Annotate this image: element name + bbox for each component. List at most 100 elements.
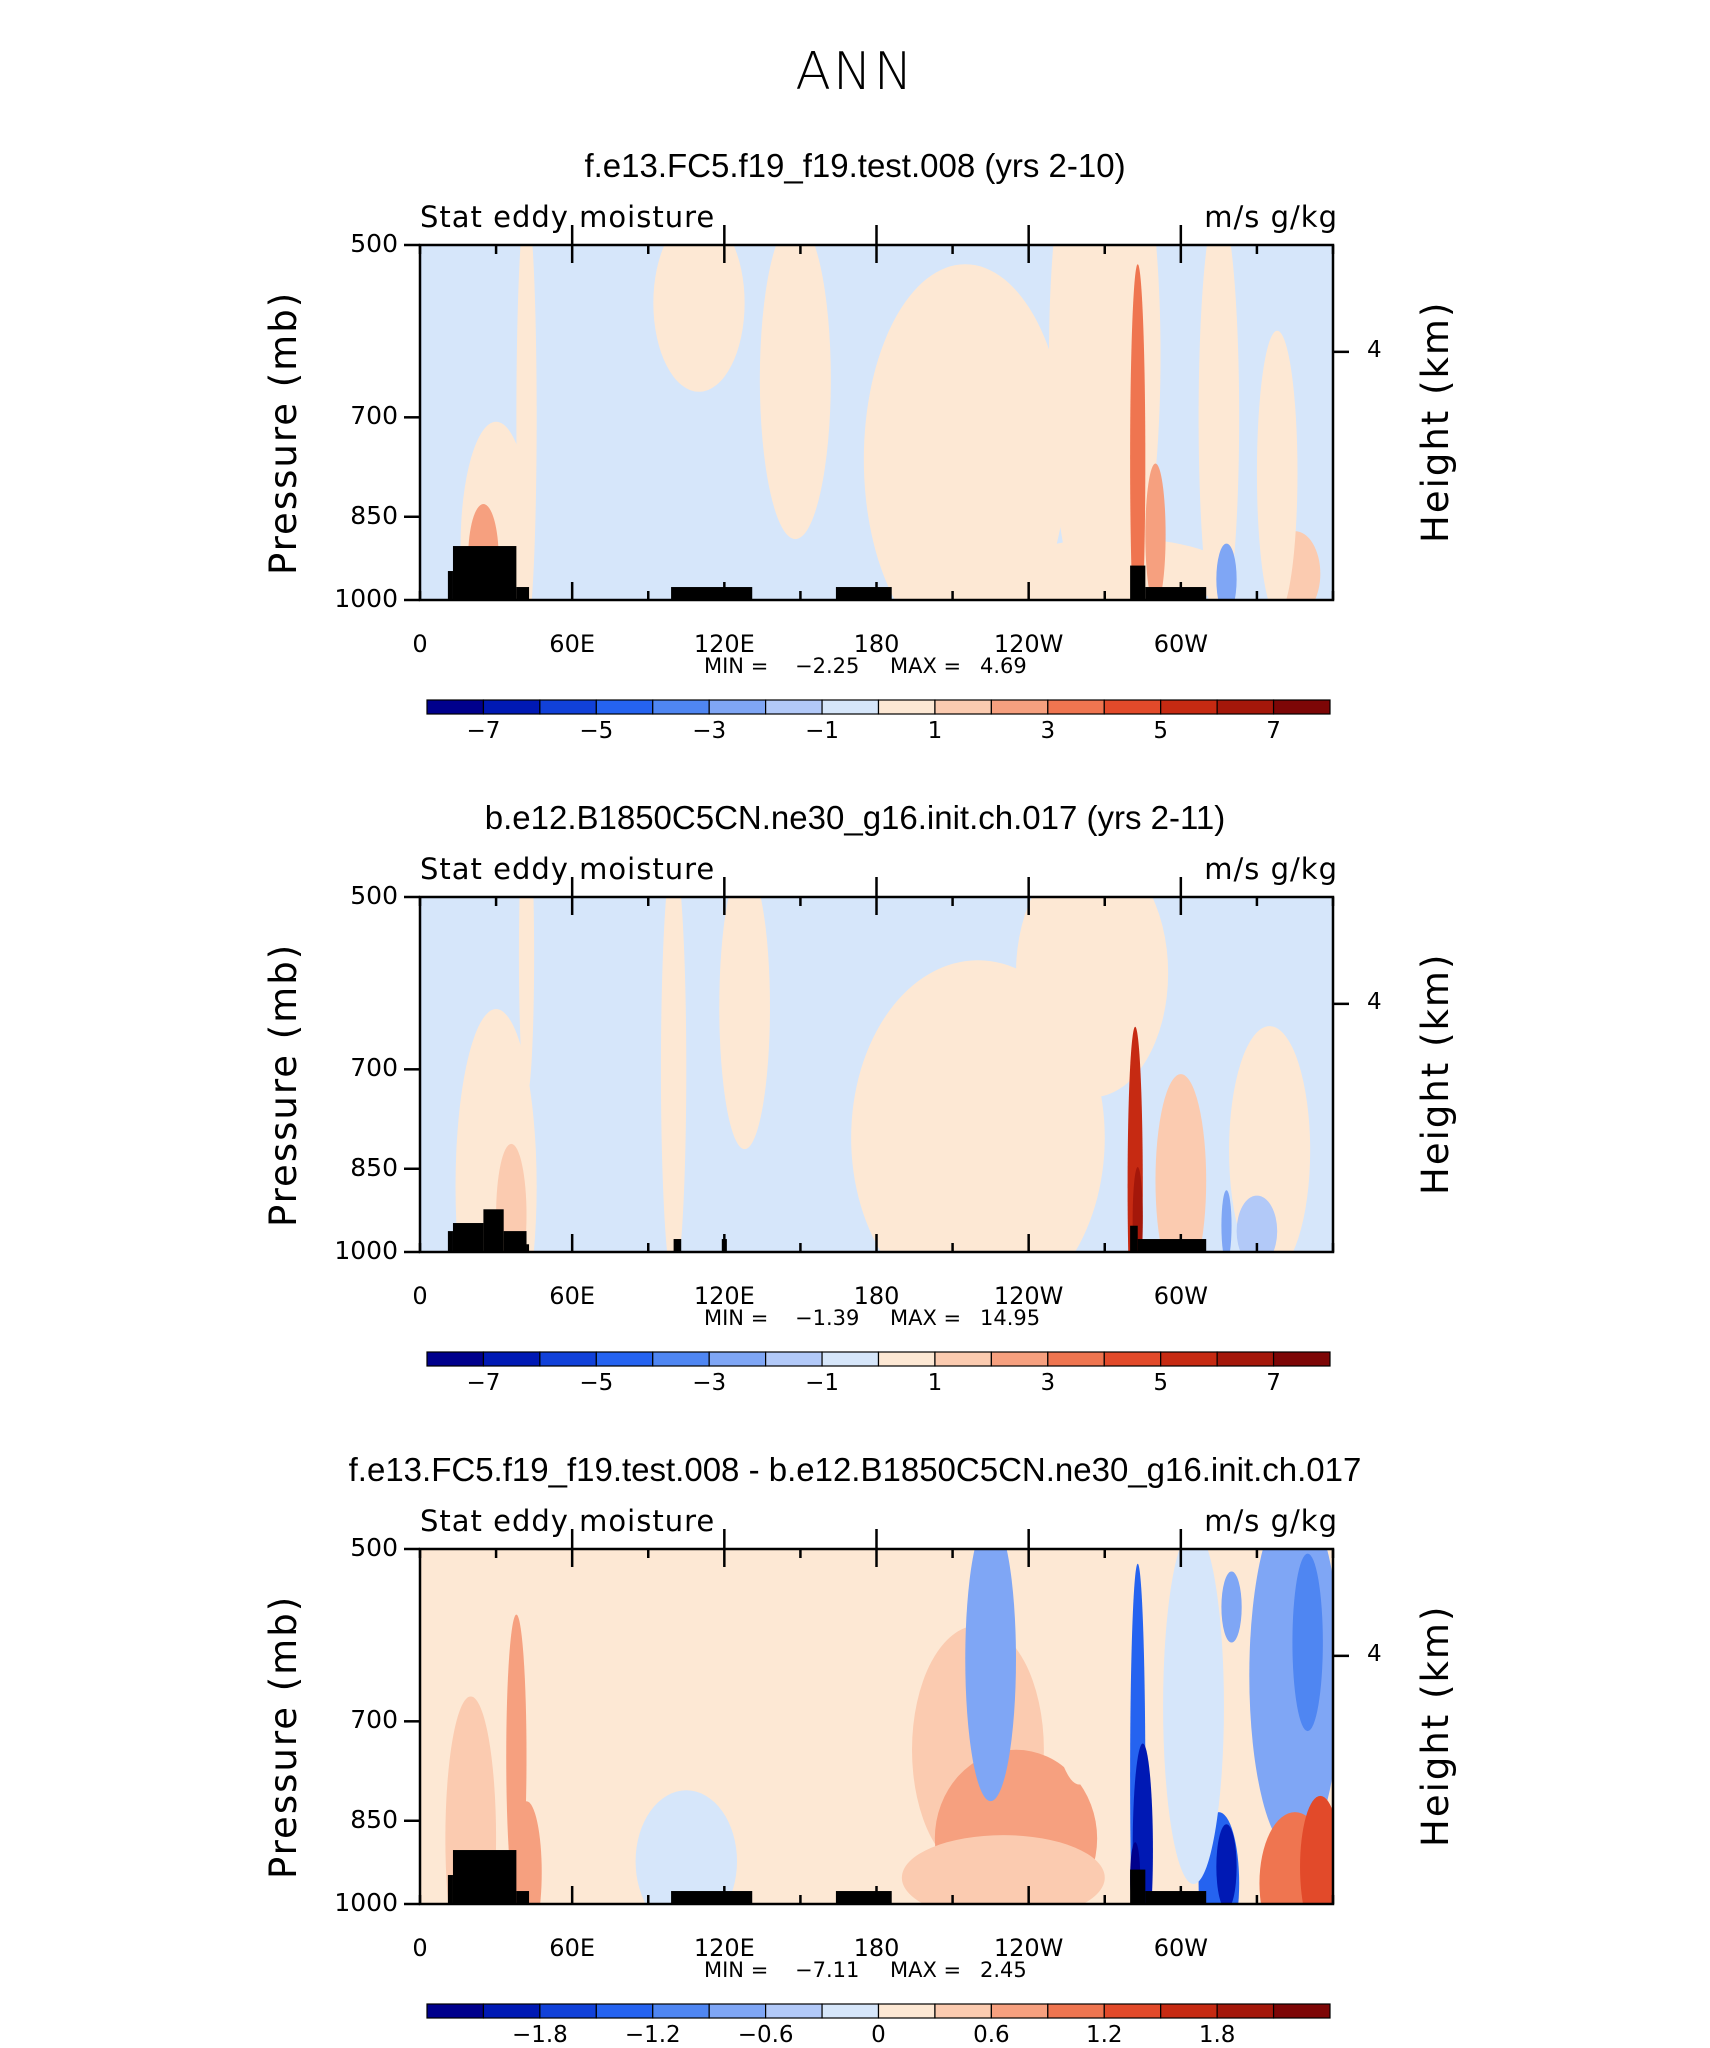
panel-2 (404, 877, 1349, 1367)
y-tick-label: 850 (350, 1152, 398, 1182)
colorbar-swatch (1047, 699, 1105, 715)
topography-block (447, 1875, 453, 1904)
colorbar-tick-label: 1 (927, 1370, 943, 1396)
contour-region (1130, 264, 1146, 600)
contour-region (1256, 330, 1298, 600)
topography-block (452, 1223, 484, 1252)
colorbar-swatch (765, 699, 823, 715)
contour-region (1300, 1795, 1333, 1904)
colorbar-tick-label: 3 (1040, 718, 1056, 744)
x-tick-label: 120E (693, 630, 755, 658)
colorbar-tick-label: 5 (1153, 1370, 1168, 1396)
colorbar-swatch (1160, 699, 1218, 715)
colorbar-tick-label: −1.8 (511, 2022, 568, 2048)
colorbar-swatch (595, 1351, 654, 1367)
y-tick-label: 1000 (334, 1236, 398, 1265)
max-label: MAX = (890, 1958, 962, 1982)
colorbar-swatch (708, 699, 767, 715)
topography-block (673, 1239, 682, 1252)
y-tick-label: 500 (350, 229, 398, 258)
colorbar-swatch (990, 2003, 1049, 2019)
x-tick-label: 120E (693, 1934, 755, 1962)
y-tick-label: 700 (350, 1705, 398, 1735)
y2-tick-label: 4 (1367, 336, 1382, 363)
colorbar-swatch (652, 2003, 710, 2019)
colorbar-tick-label: −5 (579, 1370, 614, 1396)
x-tick-label: 0 (412, 1934, 428, 1962)
panel-left-label: Stat eddy moisture (420, 1504, 716, 1538)
min-label: MIN = (704, 654, 769, 678)
panel-1 (404, 225, 1349, 715)
colorbar-tick-label: −1 (805, 718, 840, 744)
colorbar-tick-label: −3 (692, 718, 727, 744)
x-tick-label: 60E (549, 630, 595, 658)
topography-block (1145, 587, 1207, 600)
colorbar-swatch (539, 2003, 597, 2019)
colorbar-swatch (934, 2003, 992, 2019)
contour-region (1043, 1549, 1115, 1785)
x-tick-label: 120W (993, 1934, 1064, 1962)
contour-region (660, 897, 687, 1252)
colorbar-swatch (1272, 699, 1331, 715)
contour-region (757, 1684, 869, 1904)
min-label: MIN = (704, 1306, 769, 1330)
colorbar-swatch (426, 2003, 485, 2019)
y-tick-label: 700 (350, 1053, 398, 1083)
colorbar-tick-label: −1 (805, 1370, 840, 1396)
topography-block (503, 1231, 527, 1252)
contour-region (1229, 1026, 1311, 1252)
panel-title: b.e12.B1850C5CN.ne30_g16.init.ch.017 (yr… (484, 799, 1226, 836)
panel-title: f.e13.FC5.f19_f19.test.008 (yrs 2-10) (584, 147, 1126, 184)
contour-region (1132, 1167, 1143, 1252)
colorbar-swatch (1216, 2003, 1275, 2019)
y-axis-title: Pressure (mb) (262, 1594, 305, 1879)
colorbar-tick-label: −0.6 (737, 2022, 794, 2048)
topography-block (835, 1891, 892, 1904)
contour-region (1163, 1549, 1224, 1884)
colorbar-swatch (426, 1351, 485, 1367)
min-value: −2.25 (795, 654, 860, 678)
contour-region (1221, 1571, 1242, 1643)
y-tick-label: 850 (350, 1804, 398, 1834)
contour-region (516, 245, 537, 600)
panel-3 (404, 1529, 1349, 2019)
colorbar-tick-label: 1.2 (1085, 2022, 1123, 2048)
topography-block (671, 587, 753, 600)
max-value: 2.45 (980, 1958, 1027, 1982)
colorbar-tick-label: −7 (466, 1370, 501, 1396)
x-tick-label: 60W (1153, 1282, 1208, 1310)
colorbar (426, 699, 1331, 715)
contour-region (1155, 1074, 1207, 1252)
colorbar (426, 1351, 1331, 1367)
x-tick-label: 120W (993, 1282, 1064, 1310)
contour-region (1198, 245, 1240, 600)
colorbar (426, 2003, 1331, 2019)
x-tick-label: 60W (1153, 1934, 1208, 1962)
min-label: MIN = (704, 1958, 769, 1982)
colorbar-swatch (1272, 2003, 1331, 2019)
y-tick-label: 500 (350, 1533, 398, 1562)
contour-region (719, 897, 770, 1150)
colorbar-swatch (539, 1351, 597, 1367)
y-tick-label: 500 (350, 881, 398, 910)
contour-field (420, 245, 1333, 600)
y2-axis-title: Height (km) (1414, 300, 1457, 543)
max-label: MAX = (890, 1306, 962, 1330)
colorbar-tick-label: −1.2 (624, 2022, 681, 2048)
colorbar-swatch (877, 699, 936, 715)
min-value: −1.39 (795, 1306, 860, 1330)
colorbar-tick-label: 1.8 (1198, 2022, 1236, 2048)
colorbar-swatch (821, 699, 880, 715)
panel-right-label: m/s g/kg (1204, 200, 1338, 234)
colorbar-tick-label: −7 (466, 718, 501, 744)
x-tick-label: 0 (412, 1282, 428, 1310)
colorbar-swatch (652, 699, 710, 715)
colorbar-swatch (877, 2003, 936, 2019)
colorbar-tick-label: 7 (1266, 1370, 1281, 1396)
x-tick-label: 120W (993, 630, 1064, 658)
panel-right-label: m/s g/kg (1204, 1504, 1338, 1538)
x-tick-label: 60E (549, 1282, 595, 1310)
contour-region (496, 1143, 527, 1252)
contour-region (518, 897, 535, 1097)
